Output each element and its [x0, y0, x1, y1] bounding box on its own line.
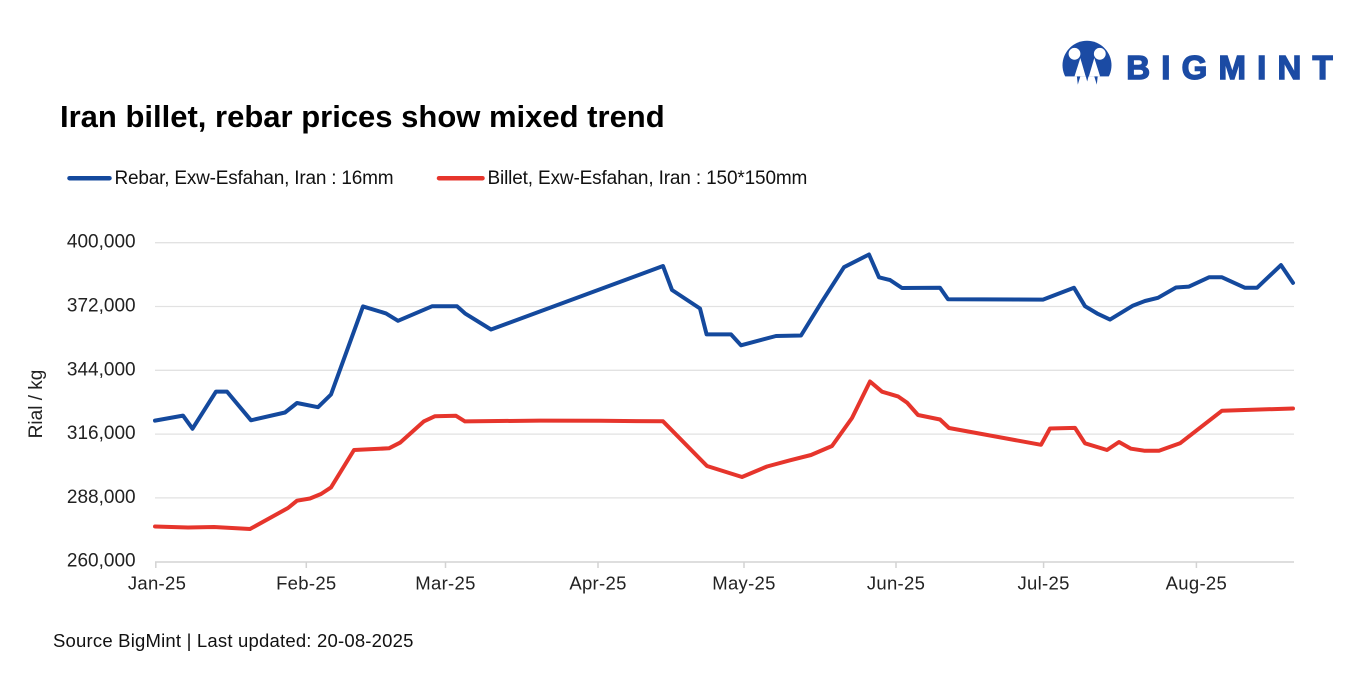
- svg-text:Apr-25: Apr-25: [569, 572, 626, 593]
- svg-text:Iran billet, rebar prices show: Iran billet, rebar prices show mixed tre…: [60, 99, 665, 134]
- svg-text:344,000: 344,000: [67, 359, 136, 380]
- svg-text:Source BigMint | Last updated:: Source BigMint | Last updated: 20-08-202…: [53, 630, 414, 651]
- svg-text:372,000: 372,000: [67, 296, 136, 317]
- svg-text:Jun-25: Jun-25: [867, 572, 925, 593]
- svg-text:316,000: 316,000: [67, 423, 136, 444]
- svg-text:Feb-25: Feb-25: [276, 572, 336, 593]
- svg-text:260,000: 260,000: [67, 551, 136, 572]
- svg-text:Jul-25: Jul-25: [1018, 572, 1070, 593]
- svg-text:Aug-25: Aug-25: [1166, 572, 1227, 593]
- svg-text:Jan-25: Jan-25: [128, 572, 186, 593]
- svg-text:Rial / kg: Rial / kg: [26, 370, 47, 439]
- svg-text:May-25: May-25: [712, 572, 776, 593]
- svg-text:288,000: 288,000: [67, 487, 136, 508]
- svg-text:400,000: 400,000: [67, 232, 136, 253]
- svg-text:BIGMINT: BIGMINT: [1126, 49, 1344, 86]
- svg-text:Mar-25: Mar-25: [415, 572, 475, 593]
- svg-text:Rebar, Exw-Esfahan, Iran : 16m: Rebar, Exw-Esfahan, Iran : 16mm: [115, 168, 394, 189]
- svg-text:Billet, Exw-Esfahan, Iran : 15: Billet, Exw-Esfahan, Iran : 150*150mm: [488, 168, 808, 189]
